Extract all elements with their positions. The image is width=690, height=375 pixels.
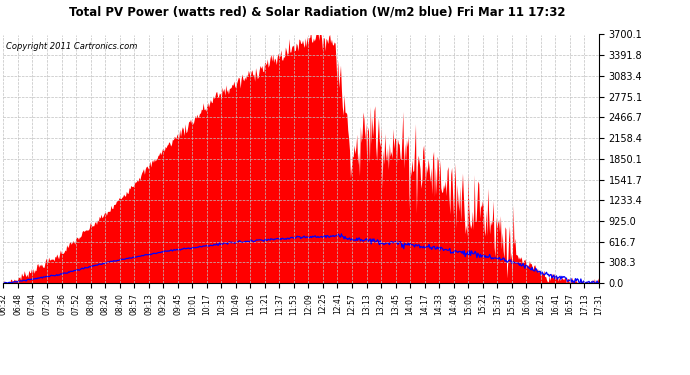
Text: Copyright 2011 Cartronics.com: Copyright 2011 Cartronics.com	[6, 42, 138, 51]
Text: Total PV Power (watts red) & Solar Radiation (W/m2 blue) Fri Mar 11 17:32: Total PV Power (watts red) & Solar Radia…	[69, 6, 566, 19]
